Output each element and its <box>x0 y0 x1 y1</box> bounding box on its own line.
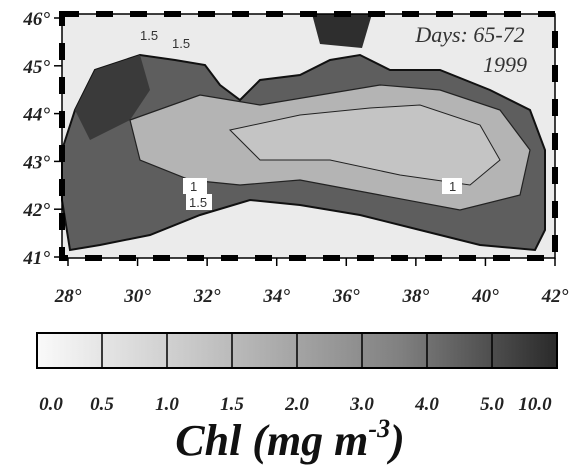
colorbar-tick-label: 5.0 <box>480 394 504 415</box>
colorbar-tick-label: 10.0 <box>518 394 552 415</box>
x-tick-label: 34° <box>262 286 290 307</box>
basin-inner <box>228 104 501 186</box>
contour-label: 1 <box>190 179 197 194</box>
y-tick-label: 43° <box>22 152 50 173</box>
y-tick-label: 41° <box>22 248 50 269</box>
x-tick-label: 32° <box>193 286 221 307</box>
x-tick-label: 28° <box>54 286 82 307</box>
colorbar-tick-label: 1.5 <box>220 394 244 415</box>
colorbar: 0.0 0.5 1.0 1.5 2.0 3.0 4.0 5.0 10.0 <box>36 332 558 415</box>
y-tick-label: 46° <box>22 9 50 30</box>
colorbar-tick-label: 0.5 <box>90 394 114 415</box>
colorbar-title: Chl (mg m-3) <box>175 414 404 465</box>
contour-labels: 1.5 1.5 1 1.5 1 <box>140 28 462 210</box>
colorbar-tick-label: 4.0 <box>414 394 439 415</box>
colorbar-tick-label: 2.0 <box>284 394 309 415</box>
shelf-dark <box>75 55 150 140</box>
frame <box>61 13 556 259</box>
label-box <box>442 178 462 194</box>
y-tick-label: 44° <box>22 105 50 126</box>
contour-label: 1.5 <box>140 28 158 43</box>
contour-label: 1 <box>449 179 456 194</box>
contour-label: 1.5 <box>189 195 207 210</box>
annotation: Days: 65-72 <box>414 22 524 47</box>
contour-label: 1.5 <box>172 36 190 51</box>
axes: 28° 30° 32° 34° 36° 38° 40° 42° 41° 42° 43° 44° 45° 4… <box>22 9 568 307</box>
x-tick-label: 38° <box>402 286 430 307</box>
y-tick-label: 42° <box>22 200 50 221</box>
colorbar-tick-label: 1.0 <box>155 394 179 415</box>
annotation: 1999 <box>483 52 527 77</box>
x-tick-label: 30° <box>123 286 151 307</box>
x-tick-label: 42° <box>541 286 569 307</box>
title-superscript: -3 <box>368 414 390 443</box>
colorbar-tick-label: 0.0 <box>39 394 63 415</box>
azov-sea <box>312 14 372 48</box>
x-tick-label: 40° <box>471 286 499 307</box>
map: Days: 65-72 1999 1.5 1.5 1 1.5 1 <box>59 11 558 261</box>
y-tick-label: 45° <box>22 57 50 78</box>
colorbar-tick-label: 3.0 <box>349 394 374 415</box>
title-text: ) <box>386 416 405 465</box>
title-text: Chl (mg m <box>175 416 368 465</box>
label-box <box>186 194 212 210</box>
x-tick-label: 36° <box>332 286 360 307</box>
label-box <box>183 178 207 194</box>
